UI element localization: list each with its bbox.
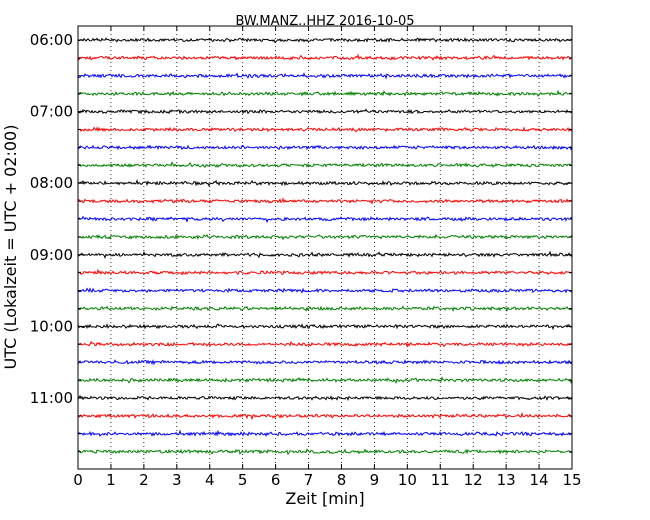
trace-1045 <box>77 376 573 385</box>
trace-0800 <box>77 179 573 187</box>
x-tick-label: 11 <box>431 471 450 489</box>
x-tick-label: 9 <box>370 471 380 489</box>
trace-0730 <box>77 144 573 151</box>
x-tick-label: 6 <box>271 471 281 489</box>
y-tick-label: 09:00 <box>30 246 73 264</box>
trace-0845 <box>77 233 573 241</box>
trace-1145 <box>77 448 573 456</box>
x-axis-ticks: 0 1 2 3 4 5 6 7 8 9 10 11 12 13 14 15 <box>73 26 582 489</box>
trace-1115 <box>77 412 573 421</box>
chart-title: BW.MANZ..HHZ 2016-10-05 <box>235 14 414 29</box>
x-axis-label: Zeit [min] <box>285 489 364 508</box>
trace-0830 <box>77 215 573 224</box>
trace-0715 <box>77 126 573 133</box>
x-tick-label: 8 <box>337 471 347 489</box>
y-tick-label: 11:00 <box>30 389 73 407</box>
trace-0930 <box>77 287 573 294</box>
y-tick-label: 06:00 <box>30 31 73 49</box>
x-tick-label: 12 <box>464 471 483 489</box>
trace-1130 <box>77 429 573 438</box>
y-axis-label: UTC (Lokalzeit = UTC + 02:00) <box>1 125 20 370</box>
grid-lines <box>110 26 540 469</box>
x-tick-label: 7 <box>304 471 314 489</box>
trace-0745 <box>77 161 573 169</box>
trace-1000 <box>77 323 572 331</box>
y-tick-label: 08:00 <box>30 174 73 192</box>
x-tick-label: 14 <box>530 471 549 489</box>
y-tick-label: 07:00 <box>30 103 73 121</box>
trace-0815 <box>77 197 573 205</box>
trace-0700 <box>77 108 573 115</box>
x-tick-label: 1 <box>106 471 116 489</box>
trace-1015 <box>77 340 573 348</box>
trace-0645 <box>77 89 573 97</box>
trace-0630 <box>77 72 573 80</box>
x-tick-label: 4 <box>205 471 215 489</box>
plot-frame <box>77 25 573 470</box>
x-tick-label: 2 <box>139 471 149 489</box>
trace-0915 <box>77 268 573 276</box>
y-axis-ticks: 06:00 07:00 08:00 09:00 10:00 11:00 <box>30 31 572 453</box>
x-tick-label: 10 <box>398 471 417 489</box>
trace-0600 <box>77 37 573 44</box>
y-tick-label: 10:00 <box>30 317 73 335</box>
x-tick-label: 3 <box>172 471 182 489</box>
trace-0900 <box>77 250 573 259</box>
seismic-traces <box>77 37 573 456</box>
x-tick-label: 13 <box>497 471 516 489</box>
x-tick-label: 0 <box>73 471 83 489</box>
trace-0945 <box>77 305 573 312</box>
trace-1030 <box>77 359 573 366</box>
x-tick-label: 5 <box>238 471 248 489</box>
x-tick-label: 15 <box>562 471 581 489</box>
trace-0615 <box>77 53 573 61</box>
trace-1100 <box>77 394 573 402</box>
